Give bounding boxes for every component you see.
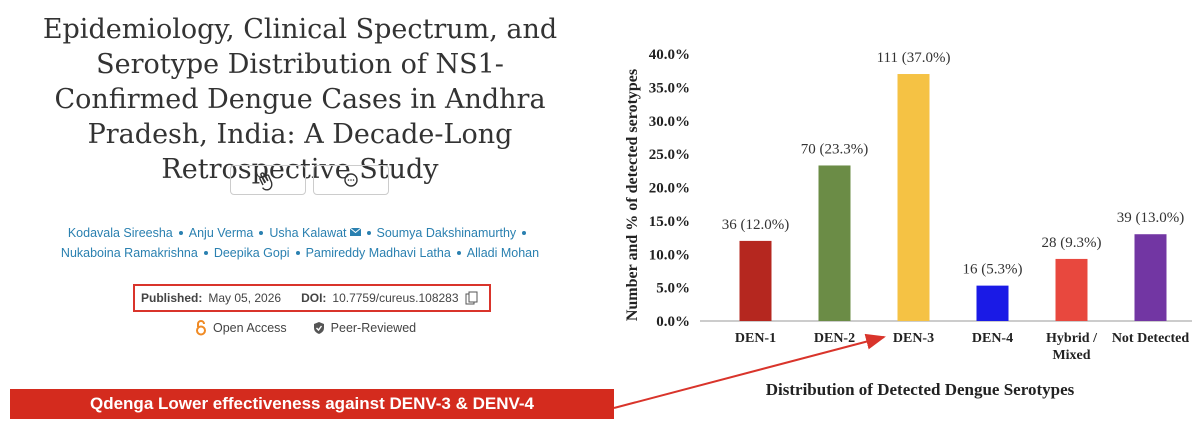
banner: Qdenga Lower effectiveness against DENV-… [10,389,614,419]
x-tick-label: Hybrid / Mixed [1046,331,1097,363]
value-label: 39 (13.0%) [1117,210,1185,226]
clap-button[interactable] [230,165,306,195]
value-label: 16 (5.3%) [963,262,1023,278]
y-tick-label: 40.0% [649,47,690,63]
y-tick-label: 5.0% [656,281,690,297]
author-list: Kodavala Sireesha Anju Verma Usha Kalawat S… [40,223,560,263]
copy-icon[interactable] [465,291,479,305]
bar [897,74,930,322]
y-tick-label: 15.0% [649,214,690,230]
y-tick-label: 35.0% [649,80,690,96]
author[interactable]: Kodavala Sireesha [67,226,173,240]
author[interactable]: Deepika Gopi [198,246,290,260]
value-label: 28 (9.3%) [1042,235,1102,251]
bar [1055,258,1088,321]
article-title: Epidemiology, Clinical Spectrum, and Ser… [42,14,558,185]
x-tick-label: DEN-4 [971,331,1014,346]
y-tick-label: 10.0% [649,247,690,263]
bar [1134,234,1167,321]
x-tick-label: DEN-3 [892,331,935,346]
bar [818,165,851,321]
x-axis-title: Distribution of Detected Dengue Serotype… [766,380,1075,399]
y-tick-label: 20.0% [649,181,690,197]
arrow [613,333,886,409]
x-tick-label: DEN-2 [813,331,856,346]
author[interactable]: Alladi Mohan [451,246,539,260]
y-tick-label: 30.0% [649,114,690,130]
doi-label: DOI: [301,291,327,305]
published-label: Published: [141,291,203,305]
value-label: 36 (12.0%) [722,217,790,233]
author[interactable]: Anju Verma [173,226,254,240]
author[interactable]: Pamireddy Madhavi Latha [290,246,451,260]
value-label: 111 (37.0%) [877,50,951,66]
author[interactable]: Usha Kalawat [253,226,361,240]
value-label: 70 (23.3%) [801,141,869,157]
x-tick-label: DEN-1 [734,331,777,346]
bar [739,240,772,321]
badges: Open Access Peer-Reviewed [195,320,416,336]
x-tick-label: Not Detected [1111,331,1190,346]
published-date: May 05, 2026 [208,291,282,305]
badge-text: Open Access [213,321,287,335]
y-axis-title: Number and % of detected serotypes [624,69,641,321]
peer-reviewed: Peer-Reviewed [313,320,416,336]
author[interactable]: Soumya Dakshinamurthy [361,226,517,240]
author[interactable]: Nukaboina Ramakrishna [61,226,532,260]
bar [976,285,1009,321]
doi[interactable]: 10.7759/cureus.108283 [332,291,459,305]
publication-info: Published: May 05, 2026 DOI: 10.7759/cur… [133,284,491,312]
y-tick-label: 0.0% [656,314,690,330]
open-access: Open Access [195,320,287,336]
y-tick-label: 25.0% [649,147,690,163]
badge-text: Peer-Reviewed [330,321,417,335]
comment-button[interactable] [313,165,389,195]
email-icon[interactable] [349,227,361,237]
